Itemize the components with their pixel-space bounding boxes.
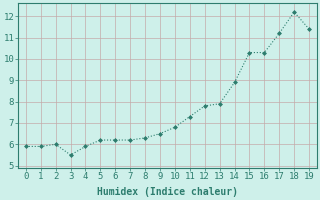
X-axis label: Humidex (Indice chaleur): Humidex (Indice chaleur): [97, 186, 238, 197]
